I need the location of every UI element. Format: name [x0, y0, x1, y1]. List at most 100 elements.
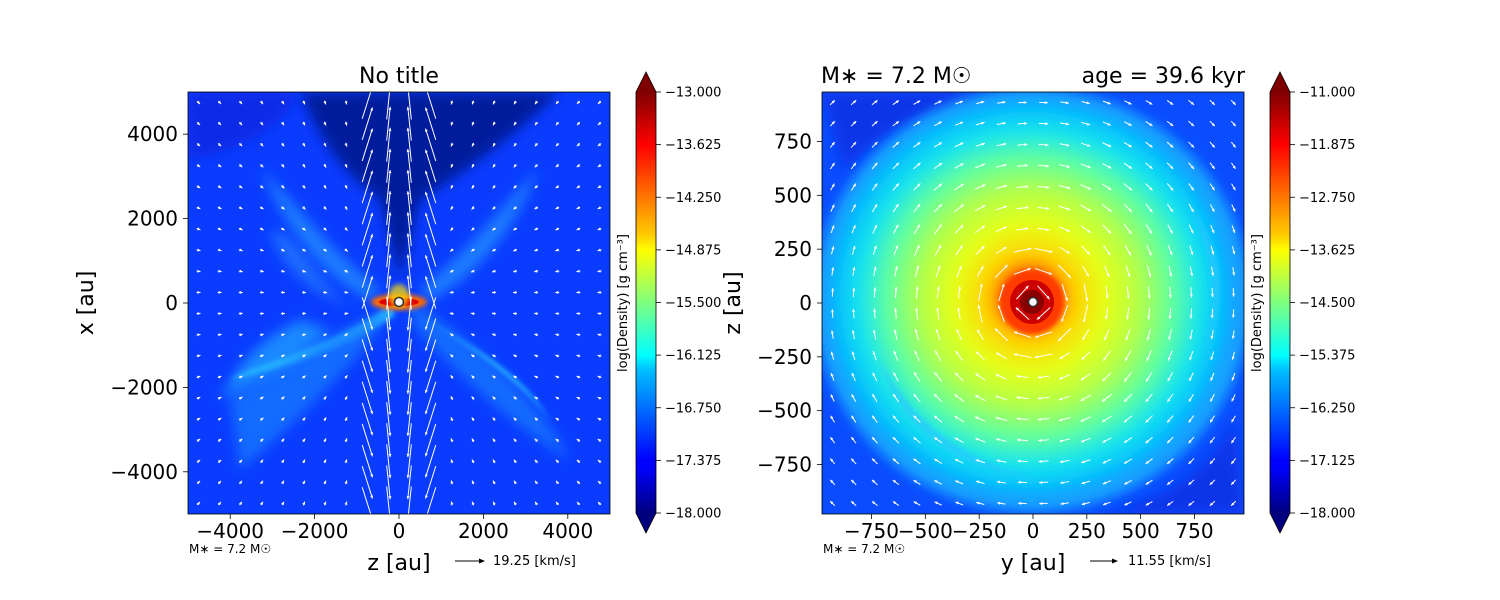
velocity-arrowhead: [935, 350, 938, 354]
velocity-arrowhead: [1145, 460, 1149, 464]
velocity-arrowhead: [344, 459, 348, 463]
velocity-arrowhead: [239, 227, 243, 231]
velocity-arrowhead: [1169, 123, 1174, 127]
velocity-arrow: [977, 304, 983, 323]
velocity-arrowhead: [450, 396, 454, 400]
velocity-arrowhead: [370, 474, 374, 478]
velocity-arrowhead: [895, 245, 899, 249]
velocity-arrowhead: [1004, 264, 1008, 269]
x-tick-label: −750: [844, 519, 899, 543]
velocity-arrowhead: [1067, 274, 1071, 278]
velocity-arrowhead: [302, 438, 306, 442]
velocity-arrowhead: [851, 437, 855, 441]
velocity-arrowhead: [1149, 208, 1153, 213]
left-key-arrowhead: [479, 558, 485, 564]
velocity-arrow: [425, 107, 437, 141]
velocity-arrowhead: [960, 142, 964, 146]
velocity-arrowhead: [424, 149, 428, 153]
left-velocity-arrows: [196, 92, 602, 514]
velocity-arrowhead: [1190, 101, 1195, 105]
velocity-arrowhead: [1211, 229, 1215, 234]
velocity-arrowhead: [370, 212, 374, 217]
velocity-arrow: [361, 381, 373, 415]
velocity-arrowhead: [323, 185, 327, 189]
velocity-arrowhead: [1016, 417, 1020, 421]
velocity-arrowhead: [406, 348, 410, 352]
velocity-arrowhead: [534, 459, 538, 463]
velocity-arrowhead: [302, 290, 307, 294]
velocity-arrowhead: [471, 164, 475, 168]
velocity-arrowhead: [1016, 374, 1020, 378]
velocity-arrowhead: [260, 375, 264, 379]
velocity-arrowhead: [534, 227, 538, 231]
velocity-arrowhead: [1167, 440, 1171, 444]
velocity-arrowhead: [424, 212, 428, 217]
velocity-arrowhead: [1064, 297, 1068, 302]
velocity-arrowhead: [1210, 377, 1214, 381]
velocity-arrowhead: [938, 204, 942, 208]
velocity-arrowhead: [1232, 293, 1236, 297]
velocity-arrowhead: [893, 350, 897, 355]
velocity-arrowhead: [370, 368, 374, 372]
colorbar-tick-label: −16.250: [1299, 401, 1355, 416]
velocity-arrowhead: [955, 501, 959, 505]
velocity-arrowhead: [1015, 307, 1020, 311]
velocity-arrowhead: [239, 438, 243, 442]
velocity-arrowhead: [323, 354, 327, 358]
velocity-arrowhead: [1128, 122, 1132, 126]
velocity-arrowhead: [513, 438, 517, 442]
velocity-arrowhead: [895, 121, 899, 125]
velocity-arrowhead: [555, 312, 559, 316]
velocity-arrowhead: [555, 248, 559, 252]
velocity-arrowhead: [471, 438, 475, 442]
velocity-arrowhead: [1232, 186, 1236, 191]
velocity-arrow: [1013, 353, 1032, 358]
velocity-arrowhead: [238, 142, 243, 147]
velocity-arrowhead: [1102, 419, 1106, 422]
velocity-arrowhead: [197, 269, 201, 273]
velocity-arrowhead: [913, 480, 917, 484]
velocity-arrowhead: [218, 397, 222, 400]
left-velocity-key: 19.25 [km/s]: [455, 554, 576, 569]
velocity-arrowhead: [196, 164, 201, 167]
velocity-arrowhead: [1189, 315, 1193, 319]
right-velocity-key: 11.55 [km/s]: [1090, 554, 1211, 569]
velocity-arrowhead: [239, 164, 243, 168]
velocity-arrowhead: [1210, 398, 1214, 402]
velocity-arrowhead: [936, 307, 940, 311]
velocity-arrowhead: [492, 185, 496, 189]
velocity-arrow: [386, 296, 391, 331]
velocity-arrowhead: [555, 164, 559, 168]
velocity-arrowhead: [871, 458, 876, 462]
velocity-arrowhead: [406, 275, 410, 279]
velocity-arrow: [407, 380, 412, 415]
velocity-arrowhead: [281, 100, 284, 105]
velocity-arrowhead: [344, 375, 348, 379]
velocity-arrowhead: [388, 191, 392, 195]
velocity-arrowhead: [406, 254, 410, 258]
velocity-arrowhead: [370, 107, 374, 111]
velocity-arrowhead: [597, 481, 602, 485]
colorbar-tick-label: −14.500: [1299, 296, 1355, 311]
velocity-arrowhead: [513, 354, 517, 358]
velocity-arrowhead: [959, 100, 963, 104]
velocity-arrowhead: [997, 305, 1001, 309]
velocity-arrow: [425, 402, 437, 436]
velocity-arrowhead: [281, 248, 285, 252]
velocity-arrowhead: [323, 501, 327, 505]
velocity-arrowhead: [239, 333, 243, 337]
velocity-arrow: [1083, 304, 1089, 323]
velocity-arrowhead: [873, 287, 877, 291]
velocity-arrowhead: [260, 248, 264, 252]
velocity-arrow: [386, 338, 391, 373]
velocity-arrowhead: [1037, 417, 1041, 421]
velocity-arrowhead: [1190, 208, 1194, 212]
velocity-arrowhead: [959, 121, 964, 125]
velocity-arrowhead: [916, 265, 920, 269]
velocity-arrowhead: [1081, 460, 1085, 464]
velocity-arrowhead: [406, 106, 410, 110]
right-colorbar-extend-top: [1270, 72, 1290, 92]
velocity-arrowhead: [1058, 337, 1062, 341]
velocity-arrowhead: [260, 417, 264, 421]
velocity-arrowhead: [892, 501, 897, 505]
